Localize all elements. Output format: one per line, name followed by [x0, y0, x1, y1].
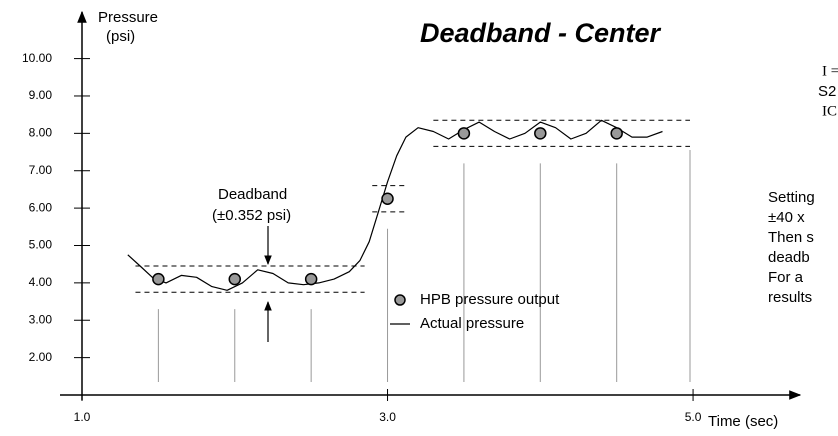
note: I =	[822, 63, 838, 79]
y-tick-label: 2.00	[29, 350, 53, 364]
y-tick-label: 6.00	[29, 200, 53, 214]
hpb-point	[610, 127, 623, 140]
x-tick-label: 3.0	[379, 410, 396, 424]
legend-label: Actual pressure	[420, 315, 524, 332]
note: Then s	[768, 229, 814, 246]
note: For a	[768, 269, 804, 286]
hpb-point	[152, 272, 165, 286]
legend-label: HPB pressure output	[420, 291, 560, 308]
chart-title: Deadband - Center	[420, 18, 662, 48]
y-tick-label: 3.00	[29, 312, 53, 326]
y-tick-label: 10.00	[22, 51, 52, 65]
y-tick-label: 7.00	[29, 163, 53, 177]
hpb-point	[304, 272, 318, 286]
y-tick-label: 9.00	[29, 88, 53, 102]
note: deadb	[768, 249, 810, 266]
x-tick-label: 1.0	[74, 410, 91, 424]
note: Setting	[768, 189, 815, 206]
hpb-point	[381, 192, 394, 206]
y-label: (psi)	[106, 28, 135, 45]
note: results	[768, 289, 812, 306]
hpb-point	[534, 127, 547, 140]
deadband-label: Deadband	[218, 186, 287, 203]
y-tick-label: 4.00	[29, 275, 53, 289]
legend-marker	[394, 294, 406, 306]
x-tick-label: 5.0	[685, 410, 702, 424]
hpb-point	[457, 127, 471, 140]
deadband-label: (±0.352 psi)	[212, 207, 291, 224]
y-tick-label: 8.00	[29, 126, 53, 140]
hpb-point	[228, 272, 242, 286]
y-tick-label: 5.00	[29, 238, 53, 252]
x-label: Time (sec)	[708, 413, 778, 430]
actual-pressure-line	[127, 119, 663, 291]
y-label: Pressure	[98, 9, 158, 26]
note: S2	[818, 83, 836, 100]
note: IC	[822, 103, 837, 119]
note: ±40 x	[768, 209, 805, 226]
